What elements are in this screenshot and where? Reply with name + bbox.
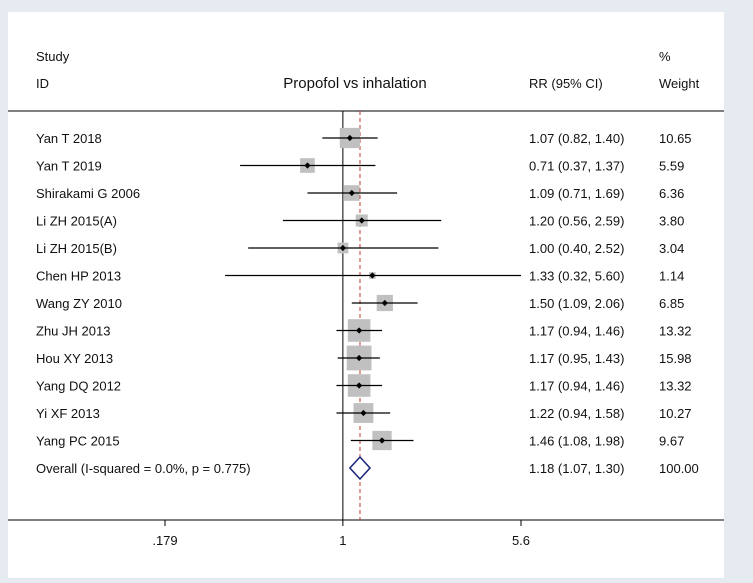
percent-header: % xyxy=(659,49,671,64)
rr-ci-value: 1.17 (0.95, 1.43) xyxy=(529,351,624,366)
rr-ci-value: 0.71 (0.37, 1.37) xyxy=(529,159,624,174)
weight-value: 6.85 xyxy=(659,296,684,311)
point-estimate xyxy=(381,299,388,307)
rr-ci-value: 1.20 (0.56, 2.59) xyxy=(529,214,624,229)
study-id-label: Yang PC 2015 xyxy=(36,434,120,449)
weight-value: 3.04 xyxy=(659,241,684,256)
point-estimate xyxy=(355,327,363,334)
rr-ci-value: 1.33 (0.32, 5.60) xyxy=(529,269,624,284)
id-header: ID xyxy=(36,76,49,91)
overall-weight: 100.00 xyxy=(659,461,699,476)
weight-value: 10.27 xyxy=(659,406,692,421)
point-estimate xyxy=(369,272,376,279)
forest-plot-panel: Study ID Propofol vs inhalation RR (95% … xyxy=(8,12,724,578)
study-id-label: Li ZH 2015(A) xyxy=(36,214,117,229)
point-estimate xyxy=(378,437,386,444)
rr-ci-value: 1.07 (0.82, 1.40) xyxy=(529,131,624,146)
weight-value: 15.98 xyxy=(659,351,692,366)
rr-ci-value: 1.22 (0.94, 1.58) xyxy=(529,406,624,421)
weight-value: 13.32 xyxy=(659,379,692,394)
study-id-label: Shirakami G 2006 xyxy=(36,186,140,201)
weight-header: Weight xyxy=(659,76,700,91)
point-estimate xyxy=(355,382,363,389)
overall-rr-ci: 1.18 (1.07, 1.30) xyxy=(529,461,624,476)
rr-ci-header: RR (95% CI) xyxy=(529,76,603,91)
rr-ci-value: 1.50 (1.09, 2.06) xyxy=(529,296,624,311)
study-id-label: Wang ZY 2010 xyxy=(36,296,122,311)
rr-ci-value: 1.17 (0.94, 1.46) xyxy=(529,379,624,394)
study-id-label: Li ZH 2015(B) xyxy=(36,241,117,256)
study-id-label: Yang DQ 2012 xyxy=(36,379,121,394)
x-tick-label: .179 xyxy=(152,533,177,548)
study-id-label: Zhu JH 2013 xyxy=(36,324,110,339)
point-estimate xyxy=(360,409,367,417)
weight-value: 6.36 xyxy=(659,186,684,201)
study-id-label: Yi XF 2013 xyxy=(36,406,100,421)
x-tick-label: 1 xyxy=(339,533,346,548)
x-tick-label: 5.6 xyxy=(512,533,530,548)
weight-value: 10.65 xyxy=(659,131,692,146)
study-header: Study xyxy=(36,49,70,64)
comparison-title: Propofol vs inhalation xyxy=(283,75,426,92)
study-id-label: Yan T 2018 xyxy=(36,131,102,146)
study-id-label: Hou XY 2013 xyxy=(36,351,113,366)
weight-value: 1.14 xyxy=(659,269,684,284)
weight-value: 3.80 xyxy=(659,214,684,229)
overall-diamond xyxy=(348,455,372,481)
rr-ci-value: 1.46 (1.08, 1.98) xyxy=(529,434,624,449)
weight-value: 5.59 xyxy=(659,159,684,174)
study-id-label: Chen HP 2013 xyxy=(36,269,121,284)
weight-value: 9.67 xyxy=(659,434,684,449)
rr-ci-value: 1.09 (0.71, 1.69) xyxy=(529,186,624,201)
overall-label: Overall (I-squared = 0.0%, p = 0.775) xyxy=(36,461,251,476)
forest-plot: Study ID Propofol vs inhalation RR (95% … xyxy=(8,49,724,548)
study-id-label: Yan T 2019 xyxy=(36,159,102,174)
weight-value: 13.32 xyxy=(659,324,692,339)
point-estimate xyxy=(355,354,363,362)
rr-ci-value: 1.17 (0.94, 1.46) xyxy=(529,324,624,339)
rr-ci-value: 1.00 (0.40, 2.52) xyxy=(529,241,624,256)
